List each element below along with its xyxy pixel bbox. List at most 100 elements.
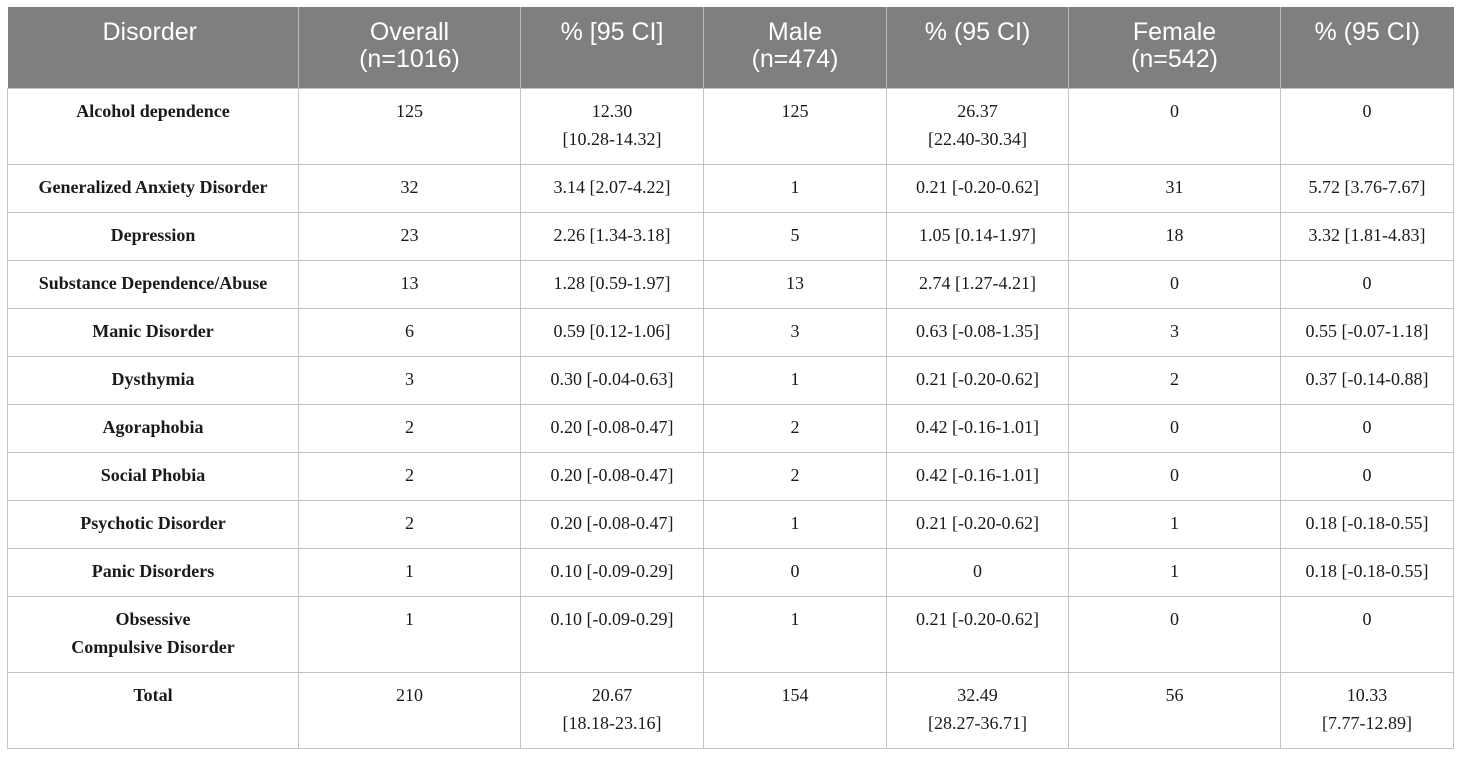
header-col-male: Male (n=474) [703, 7, 887, 88]
disorder-name-cell: Generalized Anxiety Disorder [7, 163, 299, 213]
cell-text: 125 [781, 100, 809, 121]
cell-text: Alcohol dependence [76, 100, 230, 121]
col-male-cell: 154 [703, 671, 887, 749]
cell-text: 0.42 [-0.16-1.01] [916, 416, 1039, 437]
col-male-cell: 13 [703, 259, 887, 309]
disorder-name-cell: Panic Disorders [7, 547, 299, 597]
col-male-cell: 0 [703, 547, 887, 597]
table-row: Obsessive Compulsive Disorder 1 0.10 [-0.09… [7, 595, 1454, 673]
table-row: Substance Dependence/Abuse 13 1.28 [0.59-1… [7, 259, 1454, 309]
header-col-female-pct: % (95 CI) [1280, 7, 1454, 88]
cell-text: 0.20 [-0.08-0.47] [550, 512, 674, 533]
col-male-cell: 2 [703, 451, 887, 501]
table-row: Alcohol dependence 125 12.30 [10.28-14.32] 1… [7, 87, 1454, 165]
col-male-pct-cell: 2.74 [1.27-4.21] [886, 259, 1069, 309]
col-overall-pct-cell: 12.30 [10.28-14.32] [520, 87, 704, 165]
cell-text: Dysthymia [111, 368, 195, 389]
col-female-cell: 0 [1068, 451, 1281, 501]
col-overall-pct-cell: 0.20 [-0.08-0.47] [520, 499, 704, 549]
disorder-name-cell: Alcohol dependence [7, 87, 299, 165]
col-female-pct-cell: 0 [1280, 87, 1454, 165]
col-female-cell: 56 [1068, 671, 1281, 749]
cell-text: 6 [405, 320, 414, 341]
cell-text: 18 [1165, 224, 1184, 245]
cell-text: 3.32 [1.81-4.83] [1308, 224, 1426, 245]
cell-text: 0.55 [-0.07-1.18] [1305, 320, 1429, 341]
header-col-disorder: Disorder [7, 7, 299, 88]
cell-text: 56 [1165, 684, 1184, 705]
col-overall-cell: 1 [298, 595, 521, 673]
col-overall-cell: 2 [298, 403, 521, 453]
cell-text: 125 [396, 100, 423, 121]
cell-text: 32 [400, 176, 419, 197]
col-male-pct-cell: 0.21 [-0.20-0.62] [886, 499, 1069, 549]
cell-text: 10.33 [1346, 684, 1388, 705]
col-overall-cell: 210 [298, 671, 521, 749]
cell-text: 210 [396, 684, 423, 705]
col-male-pct-cell: 0.21 [-0.20-0.62] [886, 355, 1069, 405]
header-label: (n=474) [751, 45, 839, 73]
cell-text: 0.37 [-0.14-0.88] [1305, 368, 1429, 389]
table-row: Total 210 20.67 [18.18-23.16] 154 32.49 [28.27… [7, 671, 1454, 749]
cell-text: 1 [790, 368, 800, 389]
cell-text: 1 [1170, 560, 1179, 581]
cell-text: Manic Disorder [92, 320, 214, 341]
cell-text: 0.63 [-0.08-1.35] [916, 320, 1039, 341]
cell-text: [22.40-30.34] [928, 128, 1027, 149]
cell-text: 0 [1170, 100, 1179, 121]
cell-text: 1.05 [0.14-1.97] [919, 224, 1036, 245]
disorder-name-cell: Agoraphobia [7, 403, 299, 453]
col-female-pct-cell: 10.33 [7.77-12.89] [1280, 671, 1454, 749]
col-female-pct-cell: 0.37 [-0.14-0.88] [1280, 355, 1454, 405]
col-female-cell: 2 [1068, 355, 1281, 405]
cell-text: 2 [405, 512, 414, 533]
col-overall-pct-cell: 1.28 [0.59-1.97] [520, 259, 704, 309]
cell-text: 0.20 [-0.08-0.47] [550, 416, 674, 437]
cell-text: Substance Dependence/Abuse [38, 272, 268, 293]
cell-text: 0.21 [-0.20-0.62] [916, 176, 1039, 197]
table-row: Panic Disorders 1 0.10 [-0.09-0.29] 0 0 1 0.18… [7, 547, 1454, 597]
col-female-pct-cell: 0.55 [-0.07-1.18] [1280, 307, 1454, 357]
header-label: (n=1016) [359, 45, 460, 73]
cell-text: 2 [790, 416, 800, 437]
cell-text: [10.28-14.32] [562, 128, 662, 149]
col-overall-pct-cell: 3.14 [2.07-4.22] [520, 163, 704, 213]
col-overall-cell: 3 [298, 355, 521, 405]
cell-text: 0.42 [-0.16-1.01] [916, 464, 1039, 485]
table-row: Agoraphobia 2 0.20 [-0.08-0.47] 2 0.42 [-0.1… [7, 403, 1454, 453]
cell-text: 2 [1170, 368, 1179, 389]
cell-text: 1 [405, 608, 414, 629]
col-male-cell: 5 [703, 211, 887, 261]
disorder-name-cell: Psychotic Disorder [7, 499, 299, 549]
header-col-female: Female (n=542) [1068, 7, 1281, 88]
col-male-pct-cell: 0.63 [-0.08-1.35] [886, 307, 1069, 357]
col-male-pct-cell: 0.42 [-0.16-1.01] [886, 403, 1069, 453]
col-female-pct-cell: 0 [1280, 595, 1454, 673]
header-label: % (95 CI) [924, 18, 1031, 46]
cell-text: Compulsive Disorder [71, 636, 235, 657]
col-female-cell: 1 [1068, 499, 1281, 549]
cell-text: 0 [1362, 100, 1372, 121]
col-female-pct-cell: 5.72 [3.76-7.67] [1280, 163, 1454, 213]
col-female-cell: 0 [1068, 87, 1281, 165]
cell-text: 0.21 [-0.20-0.62] [916, 608, 1039, 629]
cell-text: 3.14 [2.07-4.22] [553, 176, 671, 197]
col-overall-pct-cell: 20.67 [18.18-23.16] [520, 671, 704, 749]
table-row: Social Phobia 2 0.20 [-0.08-0.47] 2 0.42 [-0… [7, 451, 1454, 501]
header-label: % (95 CI) [1314, 18, 1421, 46]
cell-text: Total [133, 684, 173, 705]
cell-text: 13 [400, 272, 419, 293]
col-female-cell: 0 [1068, 403, 1281, 453]
col-male-cell: 2 [703, 403, 887, 453]
col-female-cell: 1 [1068, 547, 1281, 597]
col-overall-cell: 32 [298, 163, 521, 213]
cell-text: [7.77-12.89] [1322, 712, 1412, 733]
col-overall-pct-cell: 0.20 [-0.08-0.47] [520, 403, 704, 453]
col-male-pct-cell: 32.49 [28.27-36.71] [886, 671, 1069, 749]
col-male-pct-cell: 0.21 [-0.20-0.62] [886, 595, 1069, 673]
cell-text: 1 [790, 176, 800, 197]
cell-text: 0 [1362, 416, 1372, 437]
col-overall-cell: 125 [298, 87, 521, 165]
cell-text: 3 [1170, 320, 1179, 341]
col-overall-cell: 2 [298, 499, 521, 549]
